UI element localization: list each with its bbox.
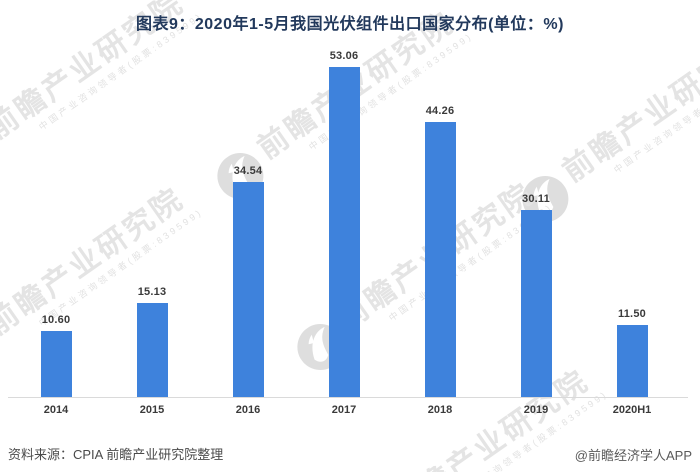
value-label: 34.54 bbox=[233, 165, 263, 177]
bar-slot: 11.50 bbox=[584, 0, 680, 397]
x-axis-label: 2017 bbox=[331, 404, 357, 416]
value-label: 11.50 bbox=[618, 308, 646, 320]
source-note: 资料来源：CPIA 前瞻产业研究院整理 bbox=[8, 447, 224, 462]
bar bbox=[520, 210, 552, 397]
x-axis-label: 2016 bbox=[235, 404, 261, 416]
value-label: 44.26 bbox=[425, 105, 455, 117]
value-label: 30.11 bbox=[522, 193, 550, 205]
bar bbox=[424, 122, 456, 397]
value-label: 15.13 bbox=[137, 286, 167, 298]
bar bbox=[616, 325, 648, 397]
bar-slot: 30.11 bbox=[488, 0, 584, 397]
bar-slot: 10.60 bbox=[8, 0, 104, 397]
x-axis-label: 2014 bbox=[43, 404, 69, 416]
bar-slot: 34.54 bbox=[200, 0, 296, 397]
x-axis-label: 2020H1 bbox=[612, 404, 652, 416]
bar-slot: 44.26 bbox=[392, 0, 488, 397]
x-axis-label: 2018 bbox=[427, 404, 453, 416]
x-axis-line bbox=[8, 397, 688, 398]
bar bbox=[232, 182, 264, 397]
bar bbox=[136, 303, 168, 397]
x-axis-label: 2015 bbox=[139, 404, 165, 416]
x-axis-label: 2019 bbox=[523, 404, 549, 416]
plot-area: 10.60 15.13 34.54 53.06 44.26 30.11 11.50 bbox=[8, 0, 688, 398]
value-label: 53.06 bbox=[329, 50, 359, 62]
bar bbox=[40, 331, 72, 397]
chart-title: 图表9：2020年1-5月我国光伏组件出口国家分布(单位：%) bbox=[135, 16, 564, 33]
value-label: 10.60 bbox=[41, 314, 71, 326]
bar bbox=[328, 67, 360, 397]
credit-note: @前瞻经济学人APP bbox=[574, 448, 692, 463]
bar-slot: 15.13 bbox=[104, 0, 200, 397]
bar-slot: 53.06 bbox=[296, 0, 392, 397]
